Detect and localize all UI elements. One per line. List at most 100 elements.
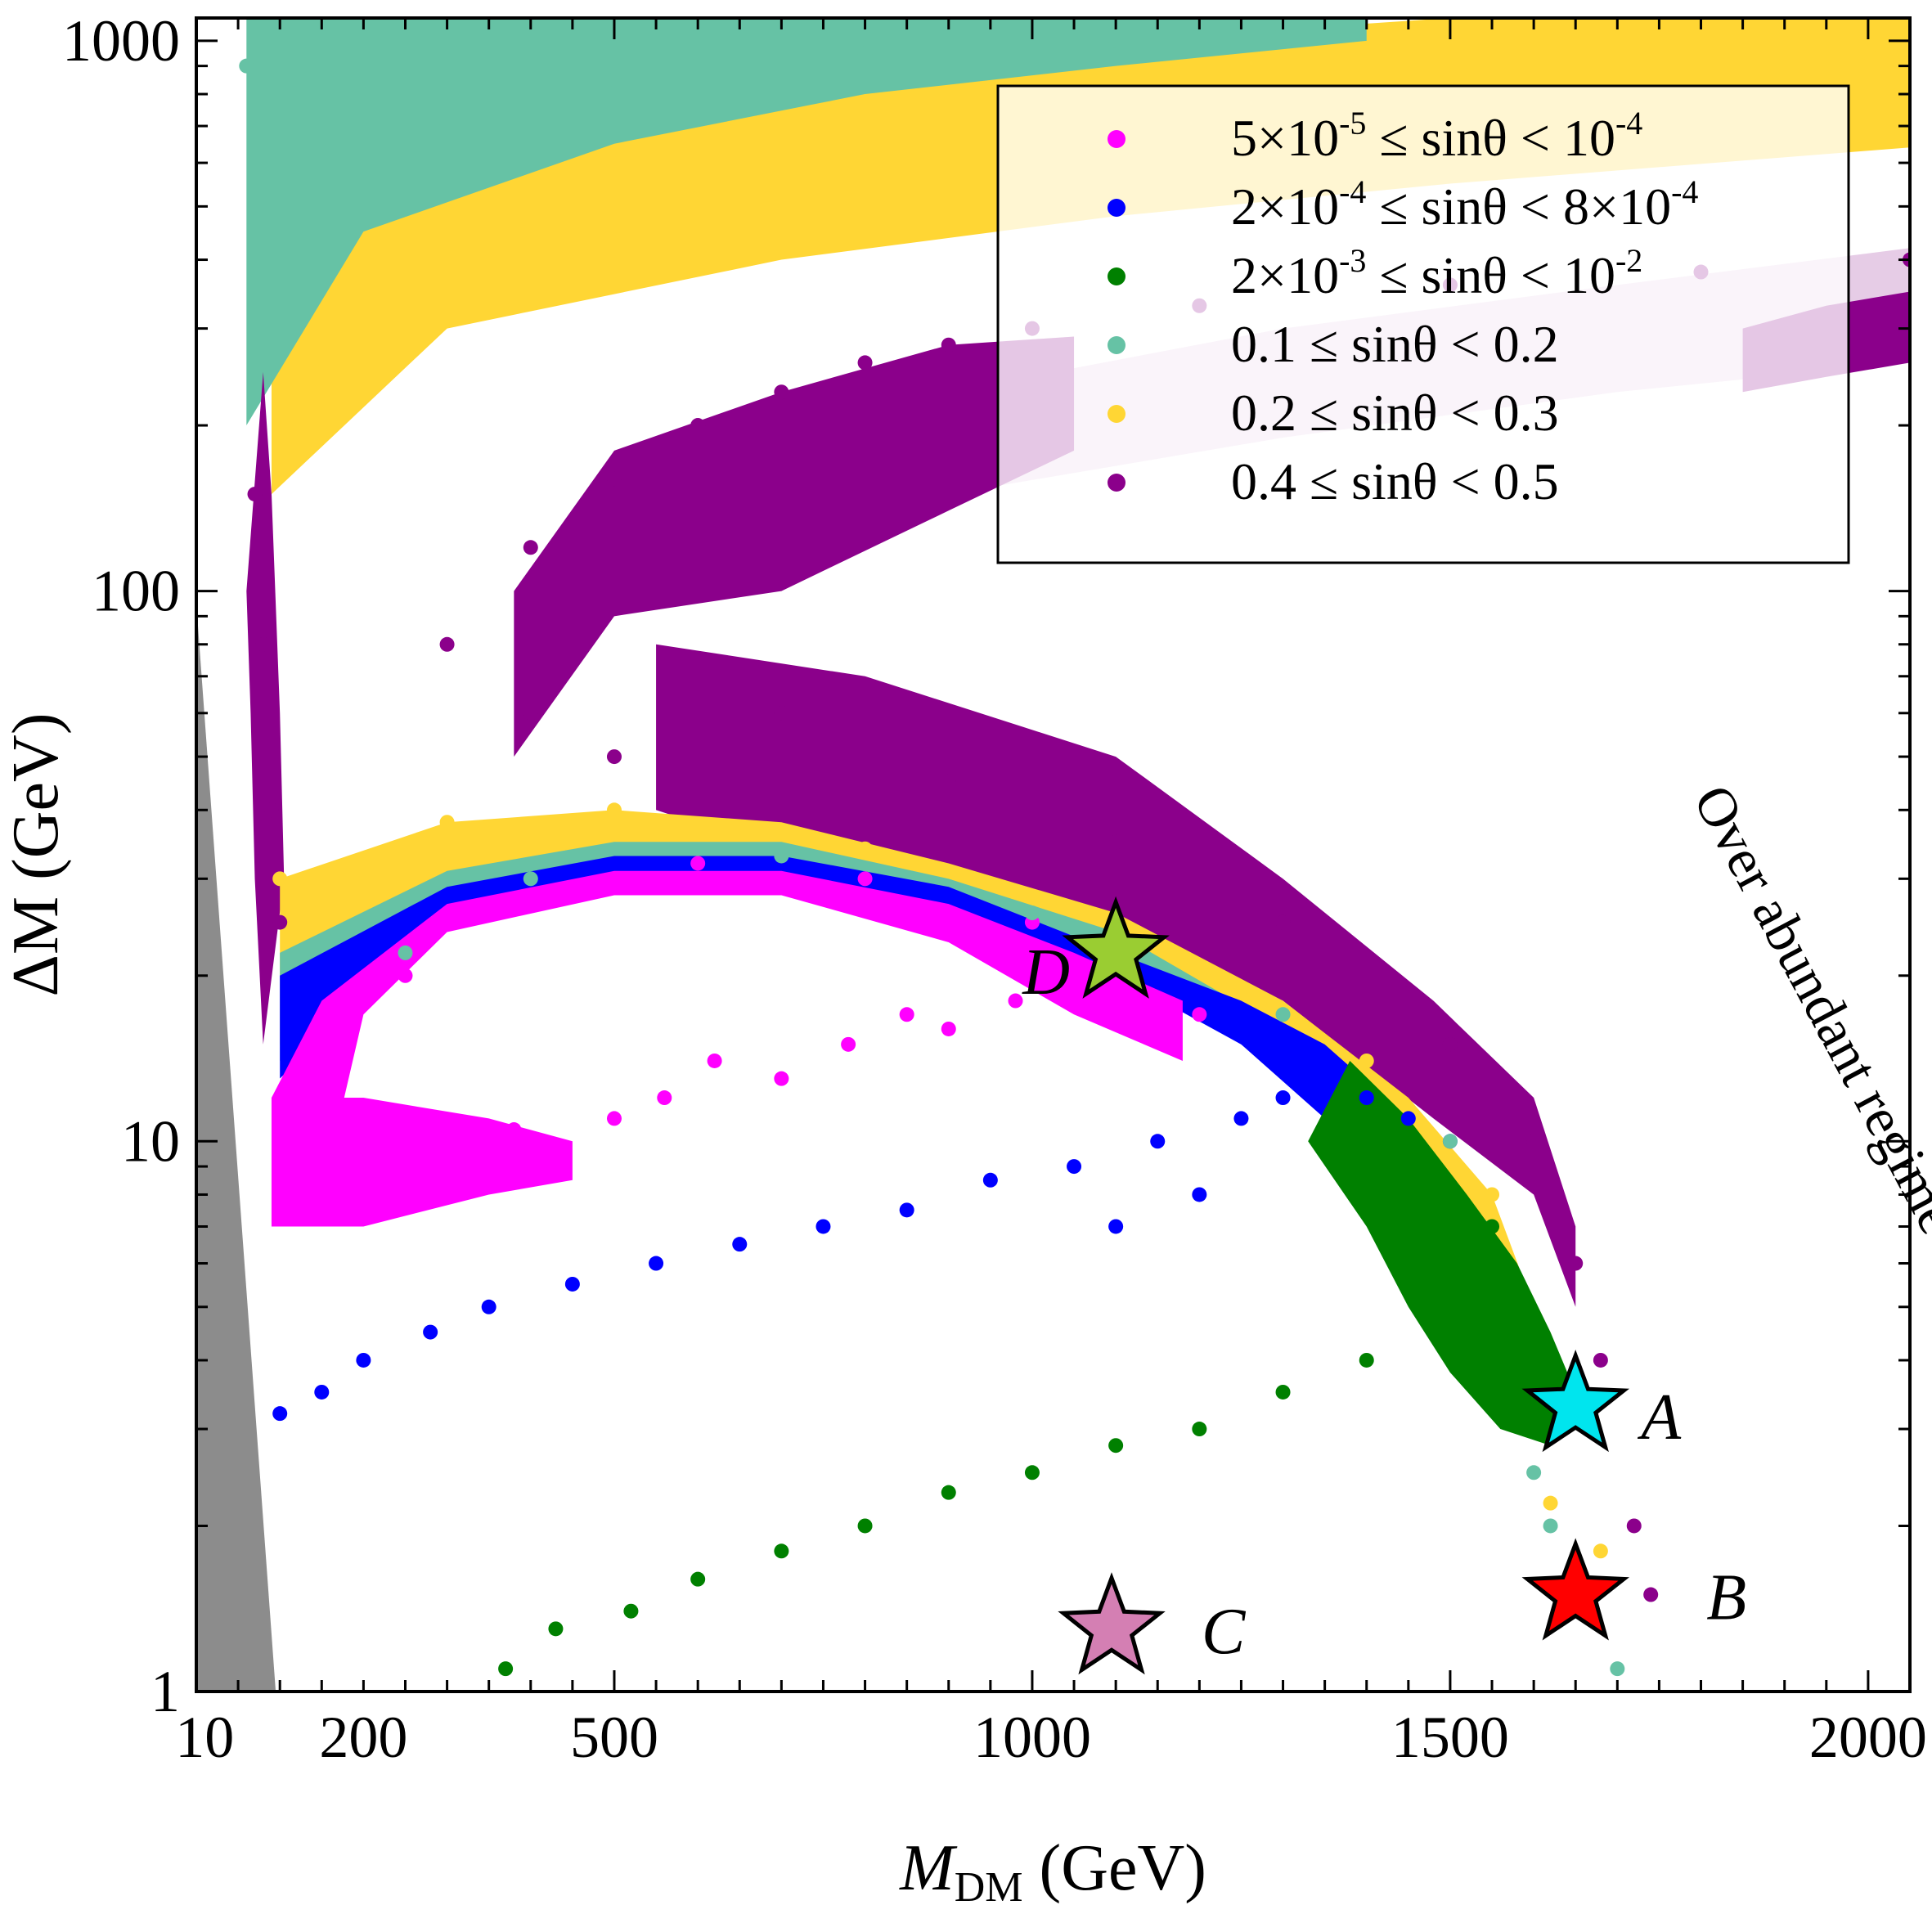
point-series-1-7 xyxy=(732,1237,748,1252)
point-series-3-16 xyxy=(1275,1007,1291,1022)
point-series-4-11 xyxy=(606,802,622,818)
point-series-3-11 xyxy=(1610,1661,1625,1677)
point-series-0-5 xyxy=(606,1111,622,1126)
point-series-5-3 xyxy=(272,914,288,930)
point-series-2-6 xyxy=(941,1485,956,1500)
benchmark-star-A xyxy=(1521,1350,1630,1453)
axis-labels: MDM (GeV) ΔM (GeV) xyxy=(0,713,1206,1911)
band-magenta-low xyxy=(271,1098,573,1227)
point-series-4-3 xyxy=(606,224,622,240)
point-series-3-15 xyxy=(1024,905,1040,921)
point-series-5-20 xyxy=(1108,834,1124,850)
point-series-1-14 xyxy=(1275,1090,1291,1106)
point-series-4-10 xyxy=(439,815,455,830)
point-series-5-21 xyxy=(1275,914,1291,930)
point-series-0-18 xyxy=(690,856,706,871)
legend-box xyxy=(996,84,1850,564)
legend-label-5: 0.4 ≤ sinθ < 0.5 xyxy=(1231,452,1559,510)
annotation-0: Over abundant regime xyxy=(1682,775,1932,1242)
point-series-2-16 xyxy=(1400,1159,1416,1175)
point-series-3-9 xyxy=(1543,1518,1558,1534)
y-tick-label-1: 10 xyxy=(121,1108,180,1174)
axis-ticks xyxy=(196,18,1910,1693)
point-series-5-17 xyxy=(606,749,622,765)
point-series-4-15 xyxy=(1485,1187,1500,1202)
point-series-1-19 xyxy=(1192,1187,1207,1202)
point-series-4-14 xyxy=(1359,1053,1374,1068)
point-series-1-10 xyxy=(982,1172,998,1188)
point-series-2-11 xyxy=(1359,1352,1374,1368)
point-series-2-3 xyxy=(690,1571,706,1587)
point-series-0-9 xyxy=(841,1036,856,1052)
point-series-0-1 xyxy=(381,1159,397,1175)
x-tick-label-1: 200 xyxy=(319,1705,407,1770)
legend-label-2: 2×10-3 ≤ sinθ < 10-2 xyxy=(1231,242,1642,304)
point-series-1-1 xyxy=(314,1384,330,1400)
point-series-4-0 xyxy=(272,418,288,434)
x-tick-label-2: 500 xyxy=(570,1705,658,1770)
annotations: Over abundant regime xyxy=(1682,775,1932,1242)
x-tick-label-4: 1500 xyxy=(1391,1705,1509,1770)
point-series-0-15 xyxy=(1192,1007,1207,1022)
point-series-0-8 xyxy=(774,1071,789,1086)
point-series-1-2 xyxy=(356,1352,371,1368)
point-series-2-18 xyxy=(1526,1352,1542,1368)
benchmark-star-B xyxy=(1521,1538,1630,1641)
point-series-0-6 xyxy=(657,1090,672,1106)
excluded-region xyxy=(196,603,276,1692)
point-series-2-1 xyxy=(548,1621,564,1637)
point-series-1-13 xyxy=(1233,1111,1249,1126)
point-series-1-9 xyxy=(899,1202,914,1218)
excluded-region-shape xyxy=(196,603,276,1692)
legend-marker-3 xyxy=(1108,336,1126,354)
benchmark-label-C: C xyxy=(1202,1596,1247,1668)
benchmark-star-D xyxy=(1062,896,1170,999)
point-series-5-24 xyxy=(1568,1256,1584,1271)
point-series-0-17 xyxy=(523,887,538,903)
point-series-5-18 xyxy=(774,705,789,721)
point-series-1-12 xyxy=(1150,1134,1166,1149)
point-series-4-4 xyxy=(857,176,873,191)
point-series-5-26 xyxy=(1626,1518,1642,1534)
point-series-3-14 xyxy=(774,848,789,864)
legend-marker-1 xyxy=(1108,199,1126,217)
point-series-4-1 xyxy=(314,364,330,380)
point-series-5-25 xyxy=(1593,1352,1608,1368)
point-series-4-2 xyxy=(439,284,455,299)
point-series-0-11 xyxy=(941,1021,956,1036)
point-series-3-12 xyxy=(398,945,413,960)
point-series-1-20 xyxy=(1108,1219,1124,1234)
x-tick-label-5: 2000 xyxy=(1809,1705,1927,1770)
point-series-3-5 xyxy=(857,45,873,61)
point-series-1-15 xyxy=(1317,1071,1332,1086)
plot-frame xyxy=(195,16,1912,1693)
point-series-5-9 xyxy=(941,337,956,353)
point-series-5-8 xyxy=(857,355,873,371)
point-series-5-5 xyxy=(606,471,622,487)
point-series-1-5 xyxy=(564,1276,580,1292)
y-tick-label-0: 1 xyxy=(151,1659,180,1724)
point-series-3-17 xyxy=(1442,1134,1458,1149)
point-series-5-4 xyxy=(523,540,538,555)
point-series-5-7 xyxy=(774,384,789,400)
point-series-2-2 xyxy=(623,1603,639,1619)
benchmark-label-D: D xyxy=(1022,937,1070,1009)
point-series-4-8 xyxy=(1860,45,1876,61)
point-series-5-2 xyxy=(263,802,279,818)
point-series-0-4 xyxy=(540,1159,555,1175)
legend-label-4: 0.2 ≤ sinθ < 0.3 xyxy=(1231,384,1559,442)
point-series-2-14 xyxy=(1485,1219,1500,1234)
point-series-4-16 xyxy=(1543,1495,1558,1511)
y-tick-label-2: 100 xyxy=(92,559,180,624)
point-series-2-10 xyxy=(1275,1384,1291,1400)
point-series-2-0 xyxy=(498,1661,514,1677)
point-series-3-2 xyxy=(314,87,330,102)
point-series-2-9 xyxy=(1192,1422,1207,1437)
legend: 5×10-5 ≤ sinθ < 10-42×10-4 ≤ sinθ < 8×10… xyxy=(996,84,1850,564)
point-series-2-13 xyxy=(1467,1256,1483,1271)
point-series-2-8 xyxy=(1108,1438,1124,1453)
point-series-1-16 xyxy=(1359,1090,1374,1106)
legend-marker-2 xyxy=(1108,267,1126,285)
point-series-3-13 xyxy=(523,871,538,887)
point-series-0-13 xyxy=(1067,980,1082,995)
